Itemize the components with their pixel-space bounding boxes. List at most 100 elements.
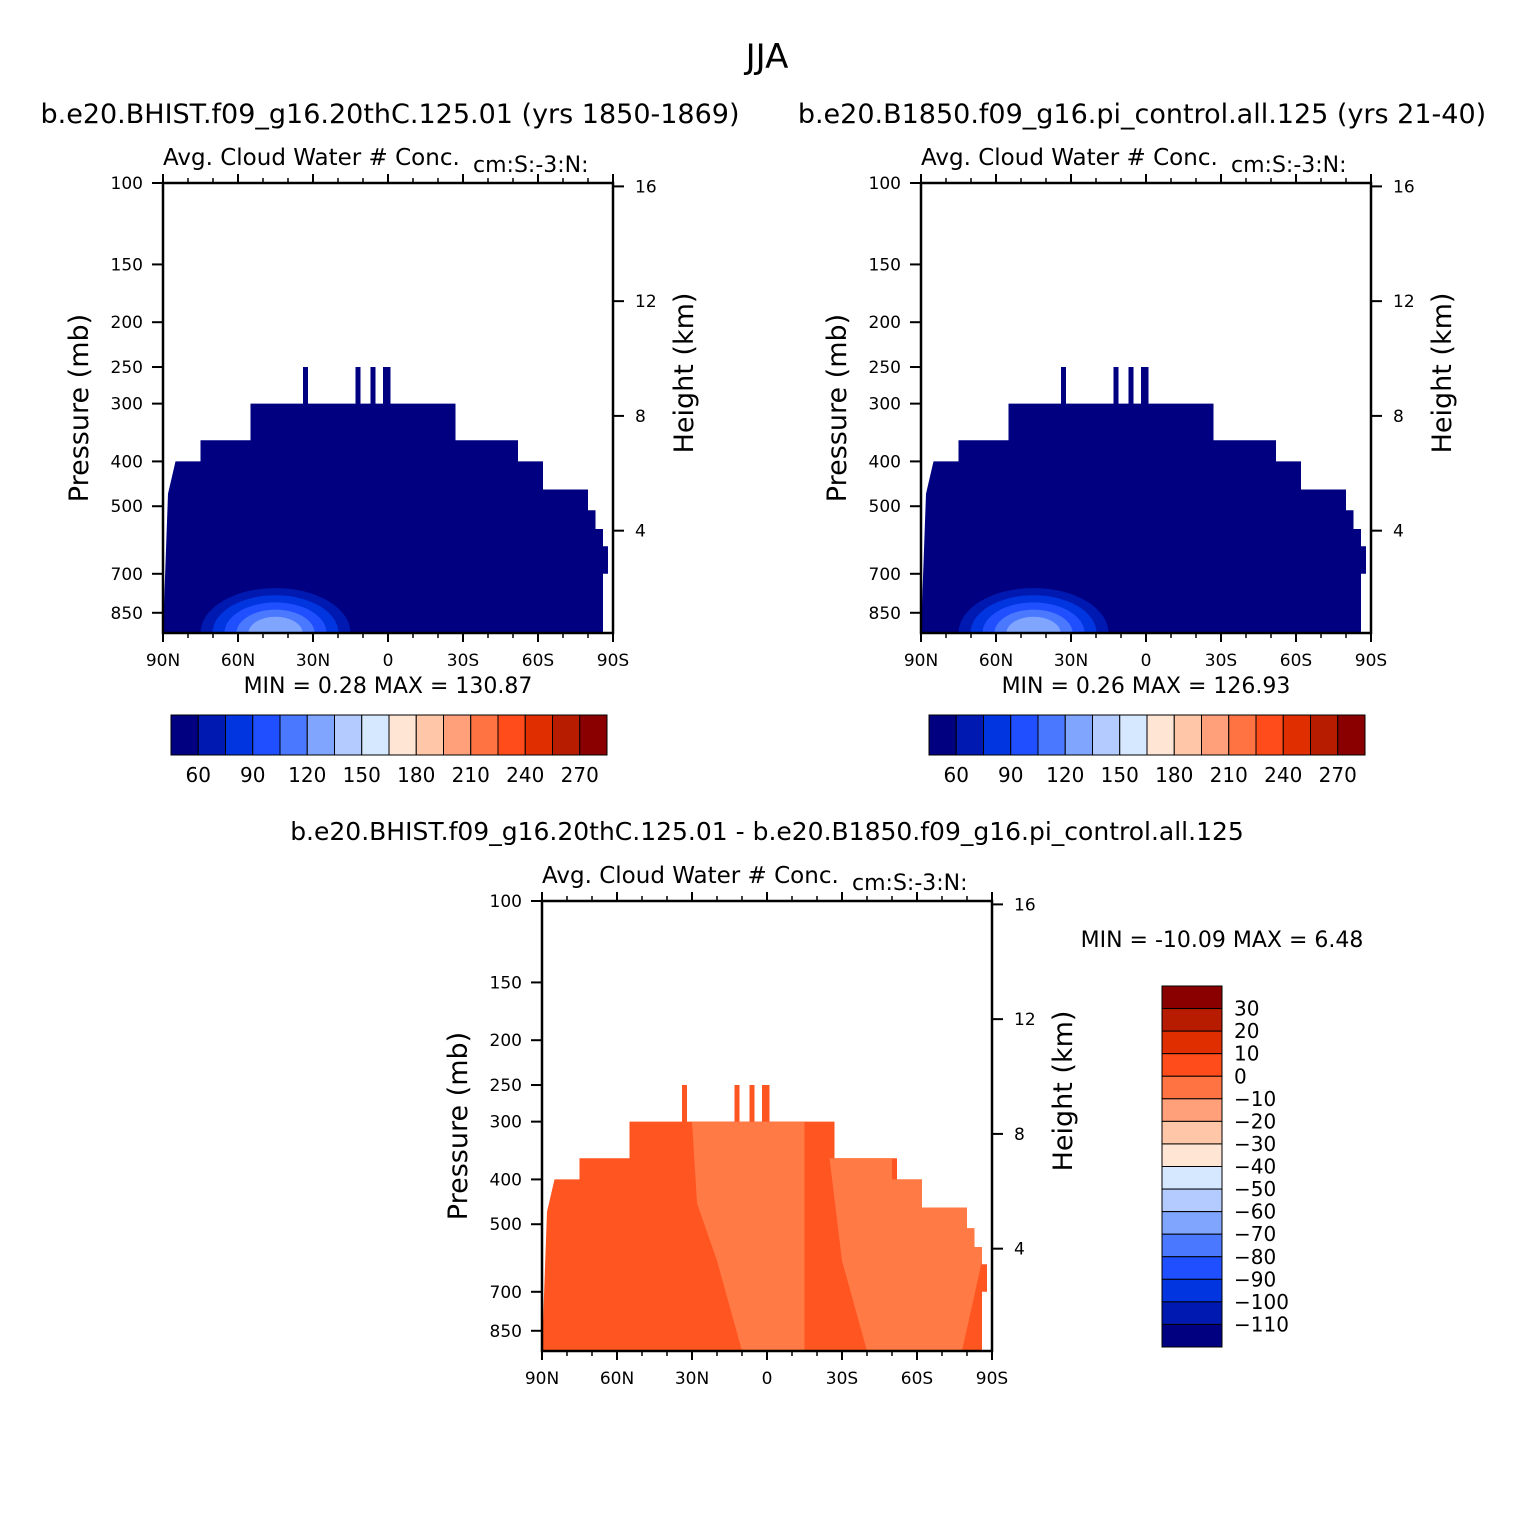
colorbar-swatch	[443, 714, 472, 756]
y2-tick-label: 12	[1393, 292, 1415, 312]
difference-case-title: b.e20.BHIST.f09_g16.20thC.125.01 - b.e20…	[290, 817, 1244, 846]
colorbar-swatch	[1161, 1053, 1223, 1077]
x-tick-label: 30N	[675, 1369, 709, 1389]
plot-title: Avg. Cloud Water # Conc.	[542, 863, 839, 889]
x-tick-label: 90S	[1355, 651, 1387, 671]
colorbar-tick-label: 0	[1234, 1064, 1247, 1088]
colorbar-tick-label: 180	[397, 763, 435, 787]
colorbar-swatch	[279, 714, 308, 756]
y2-tick-label: 8	[1014, 1125, 1025, 1145]
difference-panel: Avg. Cloud Water # Conc. cm:S:-3:N: 90N 60N…	[443, 863, 1363, 1389]
y-tick-label: 300	[869, 395, 901, 415]
colorbar-tick-label: −20	[1234, 1109, 1276, 1133]
colorbar-swatch	[552, 714, 581, 756]
x-tick-label: 90S	[597, 651, 629, 671]
colorbar-swatch	[1161, 1098, 1223, 1122]
colorbar-tick-label: 210	[1210, 763, 1248, 787]
colorbar-swatch	[955, 714, 984, 756]
colorbar-tick-label: −90	[1234, 1267, 1276, 1291]
colorbar-tick-label: 60	[186, 763, 211, 787]
colorbar-swatch	[1201, 714, 1230, 756]
field-band-1	[829, 1158, 982, 1351]
x-tick-label: 30N	[296, 651, 330, 671]
test-panel: Avg. Cloud Water # Conc. cm:S:-3:N: 90N 60N…	[822, 145, 1458, 787]
y-tick-label: 700	[490, 1283, 522, 1303]
colorbar-swatch	[1064, 714, 1093, 756]
colorbar-tick-label: 180	[1155, 763, 1193, 787]
plot-units: cm:S:-3:N:	[1231, 153, 1347, 178]
plot-title: Avg. Cloud Water # Conc.	[921, 145, 1218, 171]
colorbar-swatch	[470, 714, 499, 756]
y-tick-label: 100	[111, 174, 143, 194]
y-tick-label: 150	[490, 973, 522, 993]
control-case-title: b.e20.BHIST.f09_g16.20thC.125.01 (yrs 18…	[40, 99, 739, 130]
x-tick-label: 30S	[447, 651, 479, 671]
test-case-title: b.e20.B1850.f09_g16.pi_control.all.125 (…	[798, 99, 1486, 130]
colorbar-swatch	[1161, 1188, 1223, 1213]
colorbar-swatch	[1337, 714, 1366, 756]
field-band-0	[692, 1121, 805, 1351]
colorbar-tick-label: −40	[1234, 1155, 1276, 1179]
y2-tick-label: 8	[1393, 407, 1404, 427]
colorbar-tick-label: 60	[944, 763, 969, 787]
y-tick-label: 500	[111, 497, 143, 517]
field-area	[921, 367, 1366, 633]
y-tick-label: 200	[111, 313, 143, 333]
y-tick-label: 250	[490, 1076, 522, 1096]
below-plot-mask	[919, 634, 1373, 694]
colorbar-tick-label: −10	[1234, 1087, 1276, 1111]
colorbar-swatch	[361, 714, 390, 756]
colorbar-tick-label: −60	[1234, 1200, 1276, 1224]
colorbar-swatch	[170, 714, 199, 756]
colorbar-tick-label: −30	[1234, 1132, 1276, 1156]
y2-tick-label: 16	[1393, 177, 1415, 197]
y-tick-label: 850	[490, 1322, 522, 1342]
y-tick-label: 200	[490, 1031, 522, 1051]
colorbar-swatch	[1173, 714, 1202, 756]
y-tick-label: 400	[111, 452, 143, 472]
colorbar-swatch	[1010, 714, 1039, 756]
colorbar-swatch	[252, 714, 281, 756]
below-plot-mask	[161, 634, 615, 694]
min-max-readout: MIN = 0.26 MAX = 126.93	[1002, 674, 1291, 699]
x-tick-label: 60S	[1280, 651, 1312, 671]
colorbar-swatch	[1161, 1323, 1223, 1348]
colorbar-swatch	[1146, 714, 1175, 756]
colorbar-tick-label: 210	[452, 763, 490, 787]
season-title: JJA	[744, 37, 789, 77]
y-tick-label: 300	[111, 395, 143, 415]
x-tick-label: 60S	[522, 651, 554, 671]
y2-tick-label: 4	[1014, 1240, 1025, 1260]
colorbar-swatch	[1161, 1301, 1223, 1325]
colorbar-swatch	[1161, 1030, 1223, 1055]
colorbar-swatch	[1161, 1075, 1223, 1100]
colorbar-swatch	[1161, 1256, 1223, 1280]
y-tick-label: 850	[869, 604, 901, 624]
colorbar-swatch	[1228, 714, 1257, 756]
colorbar-swatch	[1161, 985, 1223, 1010]
y-axis-label: Pressure (mb)	[443, 1032, 474, 1220]
x-tick-label: 60N	[221, 651, 255, 671]
colorbar-swatch	[1161, 1120, 1223, 1145]
colorbar-tick-label: 90	[240, 763, 265, 787]
colorbar-tick-label: 150	[1101, 763, 1139, 787]
x-tick-label: 30S	[826, 1369, 858, 1389]
y-tick-label: 250	[111, 358, 143, 378]
colorbar-tick-label: 240	[506, 763, 544, 787]
colorbar-tick-label: 20	[1234, 1019, 1259, 1043]
colorbar-swatch	[225, 714, 254, 756]
y-axis-label: Pressure (mb)	[822, 314, 853, 502]
colorbar-swatch	[1161, 1278, 1223, 1303]
x-tick-label: 30N	[1054, 651, 1088, 671]
colorbar-tick-label: 270	[561, 763, 599, 787]
colorbar-swatch	[579, 714, 608, 756]
colorbar-tick-label: 30	[1234, 997, 1259, 1021]
colorbar-swatch	[306, 714, 335, 756]
y2-tick-label: 12	[635, 292, 657, 312]
y-tick-label: 150	[111, 255, 143, 275]
y-tick-label: 500	[490, 1215, 522, 1235]
y2-tick-label: 4	[1393, 522, 1404, 542]
y-tick-label: 400	[490, 1170, 522, 1190]
colorbar-swatch	[1037, 714, 1066, 756]
colorbar-swatch	[1161, 1143, 1223, 1167]
